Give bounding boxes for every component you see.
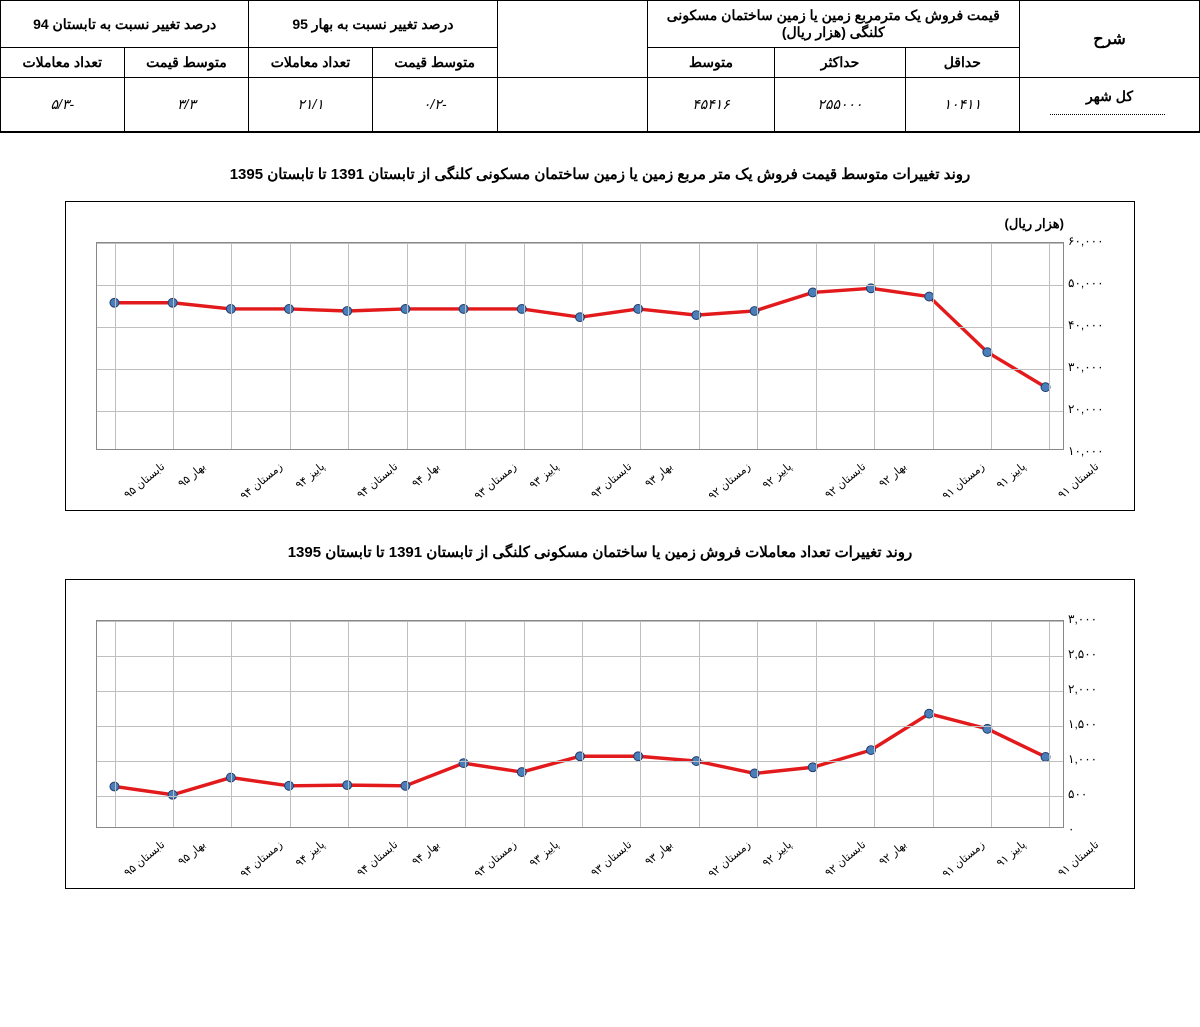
x-tick-label: تابستان ۹۲ <box>822 838 868 879</box>
x-tick-label: زمستان ۹۴ <box>238 460 285 503</box>
col-gap <box>497 1 647 78</box>
table-row: کل شهر ۱۰۴۱۱ ۲۵۵۰۰۰ ۴۵۴۱۶ -۰/۲ ۲۱/۱ ۳/۳ … <box>1 78 1200 133</box>
cell-pct95-tx: ۲۱/۱ <box>249 78 372 133</box>
chart-marker <box>576 313 585 322</box>
chart2-box: ۰ ۵۰۰ ۱,۰۰۰ ۱,۵۰۰ ۲,۰۰۰ ۲,۵۰۰ ۳,۰۰۰ تابستان ۹۱ پ… <box>65 579 1135 889</box>
y-tick-label: ۳,۰۰۰ <box>1068 612 1128 626</box>
col-pct94-group: درصد تغییر نسبت به تابستان 94 <box>1 1 249 48</box>
col-price-group: قیمت فروش یک مترمربع زمین یا زمین ساختما… <box>647 1 1019 48</box>
y-tick-label: ۱۰,۰۰۰ <box>1068 444 1128 458</box>
cell-max: ۲۵۵۰۰۰ <box>775 78 905 133</box>
chart1-svg <box>97 243 1063 449</box>
y-tick-label: ۵۰,۰۰۰ <box>1068 276 1128 290</box>
chart1-plot <box>96 242 1064 450</box>
x-tick-label: تابستان ۹۱ <box>1056 838 1102 879</box>
col-description: شرح <box>1020 1 1200 78</box>
y-tick-label: ۲,۰۰۰ <box>1068 682 1128 696</box>
col-pct95-price: متوسط قیمت <box>372 48 497 78</box>
x-tick-label: بهار ۹۴ <box>409 838 442 868</box>
chart-marker <box>517 305 526 314</box>
cell-pct94-tx: -۵/۳ <box>1 78 125 133</box>
chart2-plot <box>96 620 1064 828</box>
x-tick-label: بهار ۹۲ <box>877 838 910 868</box>
y-tick-label: ۲,۵۰۰ <box>1068 647 1128 661</box>
x-tick-label: زمستان ۹۳ <box>472 838 519 881</box>
x-tick-label: زمستان ۹۱ <box>939 460 986 503</box>
y-tick-label: ۴۰,۰۰۰ <box>1068 318 1128 332</box>
chart-marker <box>459 305 468 314</box>
chart1-title: روند تغییرات متوسط قیمت فروش یک متر مربع… <box>0 165 1200 183</box>
x-tick-label: زمستان ۹۱ <box>939 838 986 881</box>
y-tick-label: ۳۰,۰۰۰ <box>1068 360 1128 374</box>
x-tick-label: زمستان ۹۴ <box>238 838 285 881</box>
x-tick-label: پاییز ۹۲ <box>760 838 794 870</box>
x-tick-label: تابستان ۹۵ <box>121 838 167 879</box>
col-max: حداکثر <box>775 48 905 78</box>
price-summary-table: شرح قیمت فروش یک مترمربع زمین یا زمین سا… <box>0 0 1200 133</box>
x-tick-label: پاییز ۹۳ <box>526 460 560 492</box>
x-tick-label: پاییز ۹۲ <box>760 460 794 492</box>
x-tick-label: پاییز ۹۴ <box>293 838 327 870</box>
cell-gap <box>497 78 647 133</box>
y-tick-label: ۱,۵۰۰ <box>1068 717 1128 731</box>
chart2-title: روند تغییرات تعداد معاملات فروش زمین یا … <box>0 543 1200 561</box>
y-tick-label: ۲۰,۰۰۰ <box>1068 402 1128 416</box>
cell-pct95-price: -۰/۲ <box>372 78 497 133</box>
y-tick-label: ۰ <box>1068 822 1128 836</box>
x-tick-label: زمستان ۹۳ <box>472 460 519 503</box>
x-tick-label: تابستان ۹۲ <box>822 460 868 501</box>
chart-marker <box>401 781 410 790</box>
chart1-box: (هزار ریال) ۱۰,۰۰۰ ۲۰,۰۰۰ ۳۰,۰۰۰ ۴۰,۰۰۰ ۵۰,۰… <box>65 201 1135 511</box>
col-pct95-tx: تعداد معاملات <box>249 48 372 78</box>
cell-min: ۱۰۴۱۱ <box>905 78 1019 133</box>
x-tick-label: زمستان ۹۲ <box>706 460 753 503</box>
x-tick-label: پاییز ۹۴ <box>293 460 327 492</box>
chart1-unit: (هزار ریال) <box>1005 216 1065 232</box>
x-tick-label: تابستان ۹۱ <box>1056 460 1102 501</box>
col-pct94-tx: تعداد معاملات <box>1 48 125 78</box>
chart-marker <box>576 752 585 761</box>
y-tick-label: ۶۰,۰۰۰ <box>1068 234 1128 248</box>
col-avg: متوسط <box>647 48 775 78</box>
x-tick-label: پاییز ۹۱ <box>994 838 1028 870</box>
x-tick-label: تابستان ۹۳ <box>588 838 634 879</box>
x-tick-label: زمستان ۹۲ <box>706 838 753 881</box>
chart-marker <box>517 768 526 777</box>
chart-line <box>114 288 1045 387</box>
row-label-cell: کل شهر <box>1020 78 1200 133</box>
col-pct94-price: متوسط قیمت <box>124 48 249 78</box>
y-tick-label: ۱,۰۰۰ <box>1068 752 1128 766</box>
y-tick-label: ۵۰۰ <box>1068 787 1128 801</box>
x-tick-label: تابستان ۹۴ <box>355 460 401 501</box>
chart-marker <box>343 781 352 790</box>
cell-avg: ۴۵۴۱۶ <box>647 78 775 133</box>
x-tick-label: بهار ۹۵ <box>175 838 208 868</box>
x-tick-label: بهار ۹۳ <box>643 838 676 868</box>
x-tick-label: تابستان ۹۳ <box>588 460 634 501</box>
chart-marker <box>343 307 352 316</box>
col-min: حداقل <box>905 48 1019 78</box>
x-tick-label: بهار ۹۳ <box>643 460 676 490</box>
x-tick-label: پاییز ۹۱ <box>994 460 1028 492</box>
x-tick-label: پاییز ۹۳ <box>526 838 560 870</box>
x-tick-label: بهار ۹۲ <box>877 460 910 490</box>
x-tick-label: تابستان ۹۵ <box>121 460 167 501</box>
x-tick-label: بهار ۹۵ <box>175 460 208 490</box>
x-tick-label: تابستان ۹۴ <box>355 838 401 879</box>
col-pct95-group: درصد تغییر نسبت به بهار 95 <box>249 1 497 48</box>
chart-marker <box>401 305 410 314</box>
cell-pct94-price: ۳/۳ <box>124 78 249 133</box>
x-tick-label: بهار ۹۴ <box>409 460 442 490</box>
